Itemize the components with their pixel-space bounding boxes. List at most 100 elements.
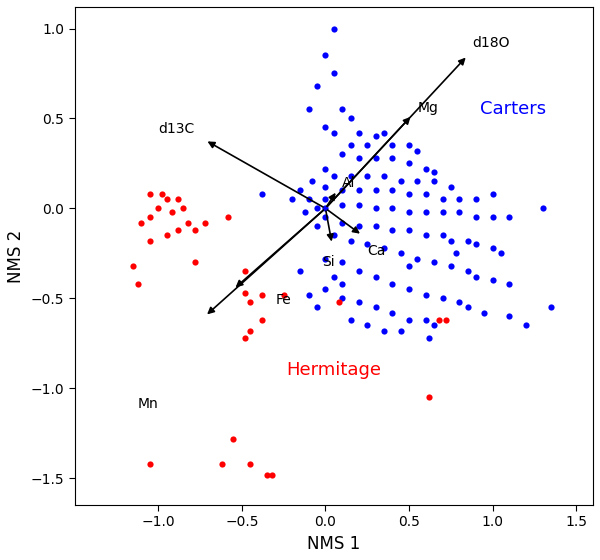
Point [454,297,464,306]
Point [128,262,138,270]
Point [454,195,464,204]
Point [446,236,455,245]
Point [245,459,255,468]
Point [245,326,255,335]
Point [301,207,310,216]
Point [430,177,439,186]
Point [396,249,406,258]
Point [145,236,155,245]
Point [430,168,439,177]
Point [471,195,481,204]
Point [241,288,250,297]
Point [404,285,414,294]
Point [421,189,431,198]
Point [337,279,347,288]
Point [354,297,364,306]
Point [334,297,344,306]
Point [217,459,227,468]
Point [413,254,422,263]
Point [133,279,143,288]
Point [446,183,455,192]
Point [547,303,556,312]
Point [162,195,172,204]
Point [438,195,448,204]
Point [388,308,397,317]
Point [320,204,330,213]
Point [404,207,414,216]
Point [488,244,497,253]
Point [354,222,364,231]
Point [320,183,330,192]
Point [438,231,448,240]
Point [404,159,414,168]
Point [307,177,317,186]
Point [371,222,380,231]
Point [173,195,183,204]
Point [471,272,481,281]
Text: Al: Al [342,176,356,190]
Point [488,213,497,222]
Point [371,153,380,162]
Point [320,285,330,294]
Point [137,218,146,227]
Point [371,186,380,195]
Point [320,51,330,60]
Point [505,279,514,288]
Point [320,213,330,222]
Point [424,393,434,402]
Point [463,267,472,276]
Point [441,315,451,324]
Point [145,189,155,198]
Point [320,164,330,173]
Text: Si: Si [322,255,335,269]
Point [362,141,372,150]
Point [337,200,347,209]
Point [421,231,431,240]
Point [296,267,305,276]
Point [329,24,338,33]
Point [404,315,414,324]
Point [388,153,397,162]
Point [154,204,163,213]
Point [496,249,506,258]
Point [388,204,397,213]
Point [379,171,389,180]
Point [304,290,314,299]
Point [173,226,183,235]
Point [346,236,355,245]
Point [184,218,193,227]
Point [471,240,481,249]
Point [257,189,266,198]
Point [178,204,188,213]
Point [167,207,176,216]
Point [162,231,172,240]
Point [371,132,380,141]
Point [267,470,277,479]
Point [521,321,531,330]
Point [371,204,380,213]
Point [438,294,448,303]
Point [241,267,250,276]
Point [379,326,389,335]
Point [312,204,322,213]
Point [329,128,338,137]
Point [329,272,338,281]
Point [538,204,548,213]
Point [379,128,389,137]
Point [320,123,330,132]
Point [421,315,431,324]
Text: Mn: Mn [138,397,159,411]
Point [346,315,355,324]
Point [430,258,439,267]
Point [471,213,481,222]
Point [346,141,355,150]
Point [371,303,380,312]
Point [190,258,200,267]
Point [329,231,338,240]
Point [279,290,289,299]
Point [454,207,464,216]
Text: Ca: Ca [367,244,386,258]
Point [337,150,347,159]
Point [434,315,444,324]
Y-axis label: NMS 2: NMS 2 [7,230,25,283]
